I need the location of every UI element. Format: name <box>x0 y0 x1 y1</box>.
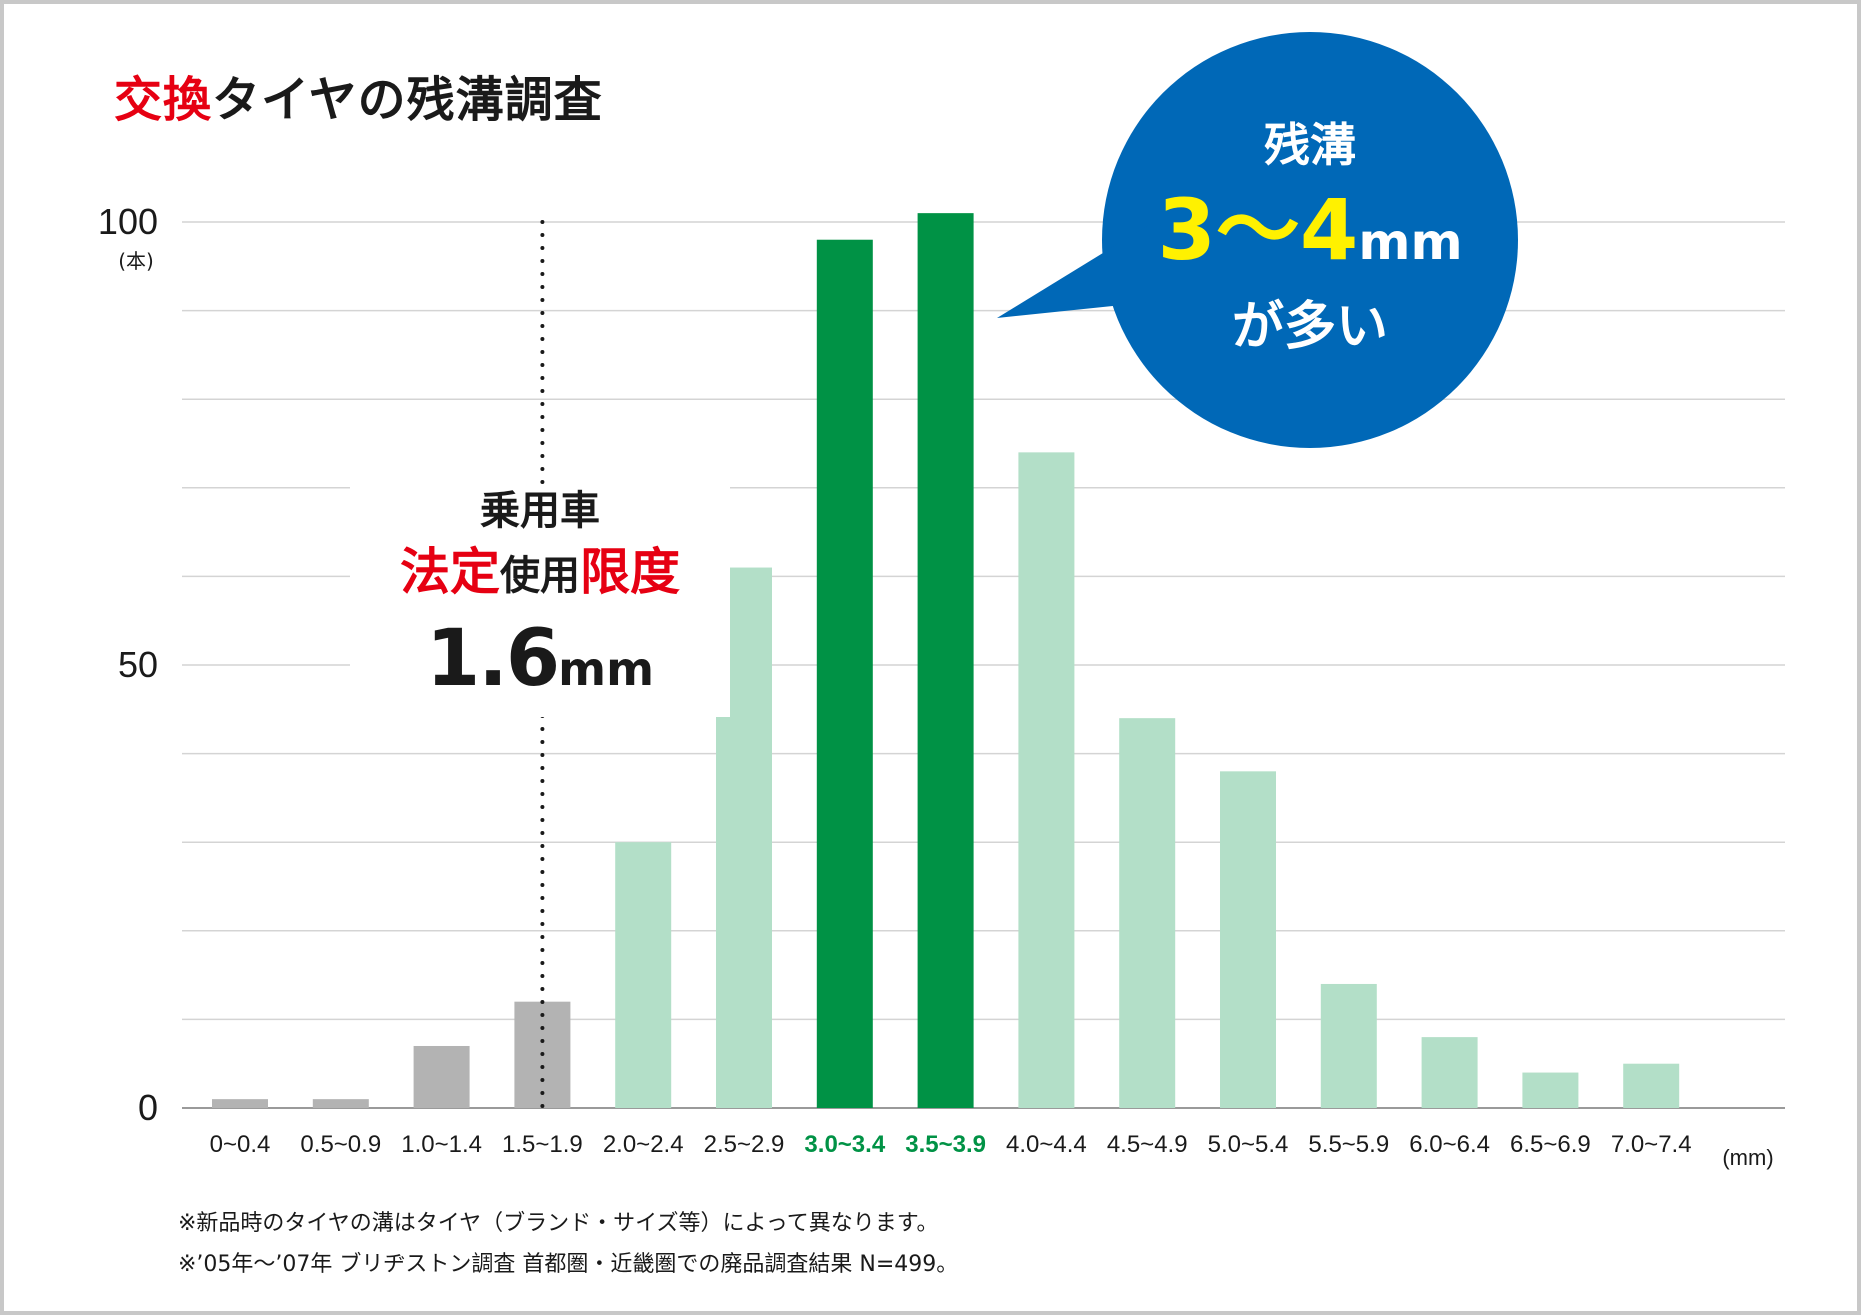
bar-5.5~5.9 <box>1320 983 1377 1108</box>
callout-text: 残溝 3～4mm が多い <box>1105 110 1515 362</box>
chart-title: 交換タイヤの残溝調査 <box>114 60 603 130</box>
x-tick-label: 4.5~4.9 <box>1107 1131 1188 1158</box>
x-tick-label: 2.5~2.9 <box>704 1131 785 1158</box>
bar-6.5~6.9 <box>1522 1072 1579 1108</box>
bar-6.0~6.4 <box>1421 1037 1478 1108</box>
x-axis-unit: (mm) <box>1722 1145 1773 1170</box>
x-tick-label: 5.0~5.4 <box>1208 1131 1289 1158</box>
bar-4.0~4.4 <box>1018 452 1075 1108</box>
legal-value-unit: mm <box>558 642 655 696</box>
bar-4.5~4.9 <box>1119 718 1176 1108</box>
callout-line3: が多い <box>1231 297 1388 357</box>
footnote-2: ※’05年～’07年 ブリヂストン調査 首都圏・近畿圏での廃品調査結果 N=49… <box>178 1252 959 1277</box>
callout-value-unit: mm <box>1358 213 1463 271</box>
title-rest: タイヤの残溝調査 <box>212 72 603 128</box>
x-tick-label: 3.0~3.4 <box>804 1131 885 1158</box>
footnote-1: ※新品時のタイヤの溝はタイヤ（ブランド・サイズ等）によって異なります。 <box>178 1211 939 1236</box>
bar-7.0~7.4 <box>1623 1063 1680 1108</box>
bar-0~0.4 <box>212 1099 268 1108</box>
y-tick-label: 50 <box>118 644 158 685</box>
x-tick-label: 6.5~6.9 <box>1510 1131 1591 1158</box>
legal-limit-label: 法定使用限度 <box>350 537 730 611</box>
x-tick-label: 7.0~7.4 <box>1611 1131 1692 1158</box>
x-tick-label: 4.0~4.4 <box>1006 1131 1087 1158</box>
x-tick-label: 0.5~0.9 <box>300 1131 381 1158</box>
callout-layer <box>997 32 1518 448</box>
x-tick-label: 2.0~2.4 <box>603 1131 684 1158</box>
bar-1.0~1.4 <box>413 1045 470 1108</box>
legal-value-number: 1.6 <box>425 614 560 704</box>
callout-value: 3～4mm <box>1105 180 1515 292</box>
legal-label-houtei: 法定 <box>400 543 500 601</box>
x-tick-label: 0~0.4 <box>210 1131 271 1158</box>
x-tick-label: 1.5~1.9 <box>502 1131 583 1158</box>
y-tick-label: 0 <box>138 1087 158 1128</box>
x-tick-label: 5.5~5.9 <box>1308 1131 1389 1158</box>
bar-2.0~2.4 <box>615 842 672 1108</box>
x-tick-label: 3.5~3.9 <box>905 1131 986 1158</box>
callout-bubble <box>1102 32 1518 448</box>
x-tick-label: 6.0~6.4 <box>1409 1131 1490 1158</box>
y-axis-unit: (本) <box>118 249 154 273</box>
x-tick-label: 1.0~1.4 <box>401 1131 482 1158</box>
title-highlight: 交換 <box>114 72 213 128</box>
bar-layer <box>212 213 1680 1109</box>
bar-5.0~5.4 <box>1220 771 1276 1108</box>
legal-label-shiyou: 使用 <box>500 553 580 599</box>
callout-pointer <box>997 218 1170 318</box>
y-tick-label: 100 <box>98 201 158 242</box>
callout-line1: 残溝 <box>1264 118 1356 172</box>
axis-layer: 0~0.4 0.5~0.9 1.0~1.4 1.5~1.9 2.0~2.4 2.5~2.9… <box>98 201 1774 1170</box>
legal-limit-value: 1.6mm <box>350 611 730 717</box>
legal-limit-annotation: 乗用車 法定使用限度 1.6mm <box>350 485 730 717</box>
bar-0.5~0.9 <box>312 1099 369 1108</box>
legal-label-gendo: 限度 <box>580 543 680 601</box>
legal-vehicle-label: 乗用車 <box>480 488 600 534</box>
callout-value-number: 3～4 <box>1157 181 1359 279</box>
bar-3.0~3.4 <box>816 239 873 1109</box>
bar-3.5~3.9 <box>917 213 974 1108</box>
